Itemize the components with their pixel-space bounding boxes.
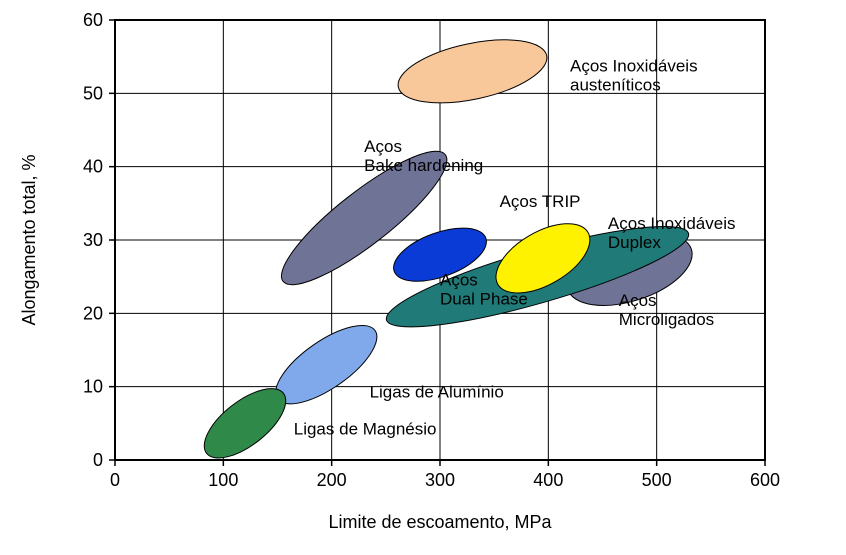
label-austenitic: Aços Inoxidáveis: [570, 56, 698, 75]
tick-label-y: 50: [83, 83, 103, 103]
tick-label-x: 600: [750, 470, 780, 490]
label-duplex: Aços Inoxidáveis: [608, 214, 736, 233]
x-axis-label: Limite de escoamento, MPa: [328, 512, 552, 532]
tick-label-x: 400: [533, 470, 563, 490]
tick-label-x: 500: [642, 470, 672, 490]
tick-label-y: 60: [83, 10, 103, 30]
tick-label-x: 200: [317, 470, 347, 490]
label-austenitic: austeníticos: [570, 75, 661, 94]
tick-label-x: 0: [110, 470, 120, 490]
tick-label-x: 100: [208, 470, 238, 490]
label-dual-phase: Dual Phase: [440, 289, 528, 308]
label-trip: Aços TRIP: [500, 192, 581, 211]
tick-label-y: 20: [83, 303, 103, 323]
materials-chart: Limite de escoamento, MPa Alongamento to…: [0, 0, 846, 555]
label-duplex: Duplex: [608, 233, 661, 252]
label-dual-phase: Aços: [440, 270, 478, 289]
label-microligados: Aços: [619, 291, 657, 310]
tick-label-y: 0: [93, 450, 103, 470]
tick-label-y: 40: [83, 157, 103, 177]
label-magnesio: Ligas de Magnésio: [294, 419, 437, 438]
tick-label-y: 30: [83, 230, 103, 250]
y-axis-label: Alongamento total, %: [19, 154, 39, 325]
tick-label-y: 10: [83, 377, 103, 397]
label-aluminio: Ligas de Alumínio: [370, 383, 504, 402]
label-bake-hardening: Aços: [364, 137, 402, 156]
tick-label-x: 300: [425, 470, 455, 490]
chart-svg: Aços InoxidáveisausteníticosAçosBake har…: [0, 0, 846, 555]
label-microligados: Microligados: [619, 310, 714, 329]
label-bake-hardening: Bake hardening: [364, 156, 483, 175]
